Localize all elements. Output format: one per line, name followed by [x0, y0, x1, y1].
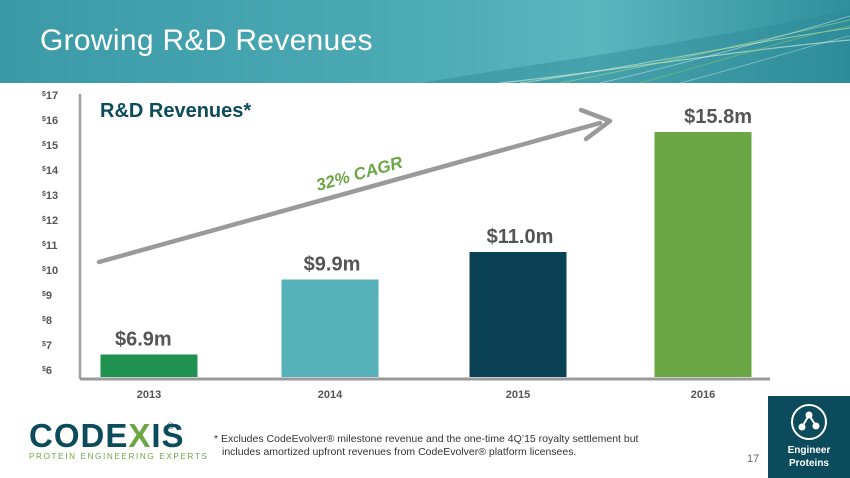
y-tick-label: $10 — [42, 265, 58, 277]
molecule-network-icon — [791, 404, 827, 440]
cagr-trend-arrow — [96, 107, 613, 265]
y-tick-label: $11 — [42, 240, 58, 252]
y-tick-label: $13 — [42, 190, 58, 202]
revenue-bar-chart: $6 $7 $8 $9 $10 $11 $12 $13 $14 $15 $16 $17 $6.9m $9… — [42, 90, 770, 401]
value-label-2014: $9.9m — [304, 254, 361, 276]
badge-line-2: Proteins — [788, 458, 829, 469]
y-tick-label: $7 — [42, 340, 52, 352]
logo-word-left: CODE — [29, 417, 129, 454]
footnote-line-2: includes amortized upfront revenues from… — [222, 446, 577, 458]
value-labels: $6.9m $9.9m $11.0m $15.8m — [115, 106, 752, 351]
header-wave-decoration — [420, 10, 850, 83]
bars — [100, 132, 752, 377]
codexis-logo: CODEXIS ® PROTEIN ENGINEERING EXPERTS — [29, 419, 209, 461]
y-tick-label: $17 — [42, 90, 58, 102]
value-label-2015: $11.0m — [487, 226, 554, 248]
header-banner: Growing R&D Revenues — [0, 0, 850, 83]
x-tick-label-2015: 2015 — [506, 389, 530, 401]
y-tick-label: $14 — [42, 165, 59, 177]
logo-word-x: X — [128, 417, 152, 454]
x-tick-label-2016: 2016 — [691, 389, 715, 401]
logo-word-right: IS — [151, 417, 185, 454]
page-title: Growing R&D Revenues — [40, 24, 373, 57]
y-tick-label: $8 — [42, 315, 52, 327]
bar-2014 — [281, 279, 379, 377]
value-label-2013: $6.9m — [115, 329, 172, 351]
badge-line-1: Engineer — [787, 445, 831, 456]
y-axis: $6 $7 $8 $9 $10 $11 $12 $13 $14 $15 $16 $17 — [42, 90, 82, 379]
x-axis: 2013 2014 2015 2016 — [80, 377, 770, 401]
bar-2013 — [100, 354, 198, 377]
logo-tagline: PROTEIN ENGINEERING EXPERTS — [29, 452, 209, 461]
footnote-line-1: * Excludes CodeEvolver® milestone revenu… — [214, 433, 639, 445]
footnote: * Excludes CodeEvolver® milestone revenu… — [214, 433, 638, 459]
y-tick-label: $16 — [42, 115, 58, 127]
y-tick-label: $6 — [42, 365, 52, 377]
engineer-proteins-badge: Engineer Proteins — [768, 396, 850, 478]
x-tick-label-2014: 2014 — [318, 389, 343, 401]
y-tick-label: $9 — [42, 290, 52, 302]
registered-mark: ® — [167, 421, 174, 431]
y-tick-label: $12 — [42, 215, 58, 227]
y-tick-label: $15 — [42, 140, 58, 152]
x-tick-label-2013: 2013 — [137, 389, 161, 401]
chart-title: R&D Revenues* — [100, 100, 251, 122]
value-label-2016: $15.8m — [684, 106, 752, 128]
page-number: 17 — [747, 453, 760, 465]
bar-2016 — [654, 132, 752, 377]
bar-2015 — [469, 252, 567, 377]
